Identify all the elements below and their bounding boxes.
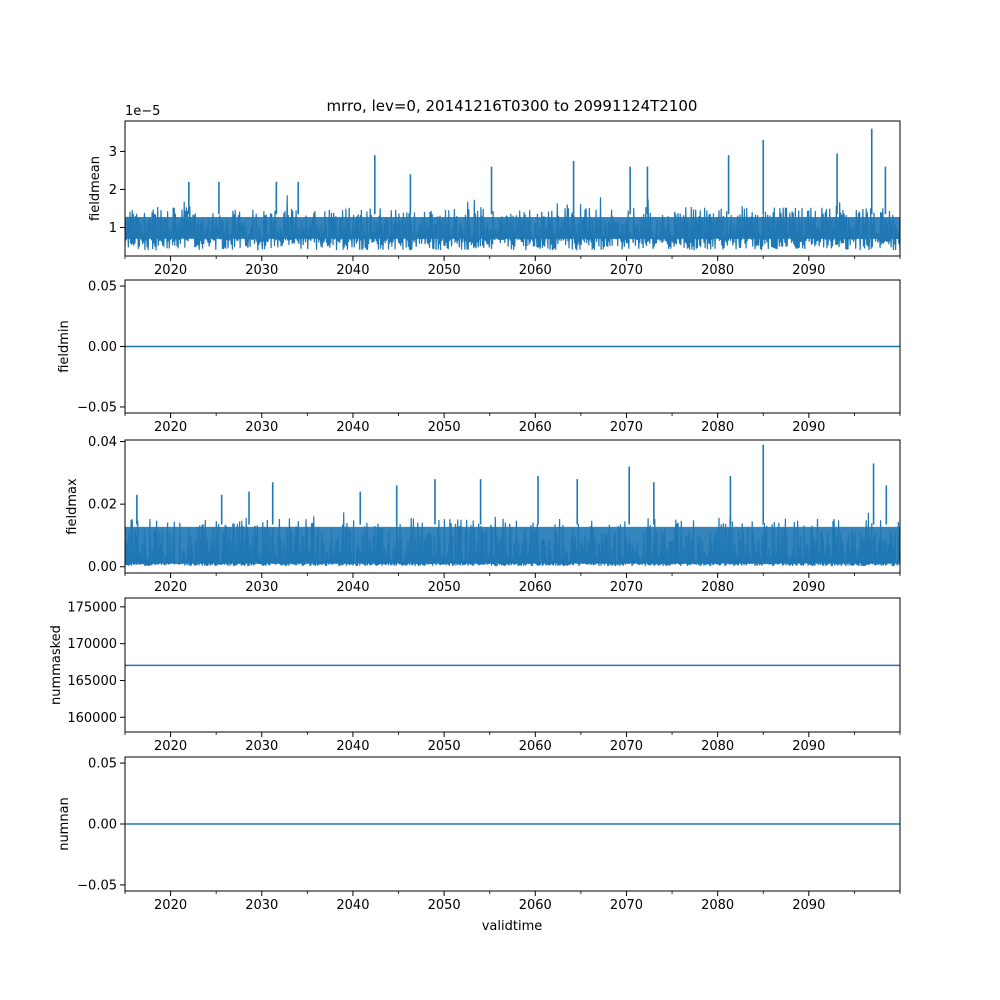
x-tick-label: 2020	[154, 898, 187, 913]
x-tick-label: 2090	[792, 898, 825, 913]
x-tick-label: 2030	[245, 898, 278, 913]
axes-frame	[124, 597, 901, 733]
x-tick-label: 2040	[336, 420, 369, 435]
x-tick-label: 2030	[245, 580, 278, 595]
x-tick-label: 2040	[336, 263, 369, 278]
x-tick-label: 2040	[336, 580, 369, 595]
x-tick-label: 2070	[610, 898, 643, 913]
series-band	[125, 217, 900, 239]
y-tick-label: 1	[109, 221, 117, 236]
x-tick-label: 2070	[610, 739, 643, 754]
y-axis-title: fieldmin	[57, 320, 72, 373]
x-tick-label: 2090	[792, 263, 825, 278]
x-tick-label: 2080	[701, 263, 734, 278]
y-tick-label: 0.05	[88, 280, 117, 295]
x-tick-label: 2020	[154, 420, 187, 435]
x-tick-label: 2030	[245, 420, 278, 435]
x-tick-label: 2080	[701, 420, 734, 435]
y-tick-label: 0.00	[88, 560, 117, 575]
y-axis-title: numnan	[57, 797, 72, 851]
x-tick-label: 2020	[154, 580, 187, 595]
y-axis-title: fieldmean	[88, 156, 103, 221]
x-tick-label: 2090	[792, 420, 825, 435]
x-tick-label: 2060	[519, 898, 552, 913]
x-tick-label: 2020	[154, 739, 187, 754]
y-tick-label: 2	[109, 183, 117, 198]
y-tick-label: 3	[109, 145, 117, 160]
y-tick-label: −0.05	[77, 878, 117, 893]
axes-frame	[124, 120, 901, 257]
x-tick-label: 2040	[336, 739, 369, 754]
x-tick-label: 2050	[428, 580, 461, 595]
subplot-fieldmin: 2020 2030 2040 2050 2060 2070 2080 2090 −0.05 0.0…	[57, 279, 901, 435]
y-tick-label: 160000	[67, 711, 117, 726]
y-axis-title: fieldmax	[65, 478, 80, 535]
axes-frame	[124, 439, 901, 574]
y-tick-label: 170000	[67, 637, 117, 652]
subplot-nummasked: 2020 2030 2040 2050 2060 2070 2080 2090 160000 16…	[49, 597, 901, 754]
y-tick-label: 0.00	[88, 340, 117, 355]
y-tick-label: −0.05	[77, 400, 117, 415]
y-tick-label: 0.00	[88, 818, 117, 833]
x-tick-label: 2050	[428, 898, 461, 913]
x-tick-label: 2070	[610, 263, 643, 278]
x-tick-label: 2040	[336, 898, 369, 913]
x-tick-label: 2060	[519, 739, 552, 754]
y-offset-text: 1e−5	[125, 104, 160, 119]
x-tick-label: 2050	[428, 420, 461, 435]
x-tick-label: 2030	[245, 739, 278, 754]
x-tick-label: 2080	[701, 898, 734, 913]
x-tick-label: 2060	[519, 420, 552, 435]
y-tick-label: 165000	[67, 674, 117, 689]
subplot-fieldmean: 2020 2030 2040 2050 2060 2070 2080 2090 1 2 3 1e−5 f…	[88, 104, 901, 278]
x-tick-label: 2060	[519, 263, 552, 278]
x-tick-label: 2050	[428, 263, 461, 278]
x-tick-label: 2070	[610, 420, 643, 435]
y-tick-label: 0.02	[88, 498, 117, 513]
x-tick-label: 2080	[701, 739, 734, 754]
y-tick-label: 0.04	[88, 435, 117, 450]
subplot-numnan: 2020 2030 2040 2050 2060 2070 2080 2090 −0.05 0.0…	[57, 756, 901, 913]
x-axis-title: validtime	[482, 919, 543, 934]
x-tick-label: 2050	[428, 739, 461, 754]
chart-title: mrro, lev=0, 20141216T0300 to 20991124T2…	[327, 97, 698, 115]
subplot-fieldmax: 2020 2030 2040 2050 2060 2070 2080 2090 0.00 0.02…	[65, 435, 901, 595]
x-tick-label: 2090	[792, 580, 825, 595]
subplots: 2020 2030 2040 2050 2060 2070 2080 2090 1 2 3 1e−5 f…	[49, 104, 901, 913]
x-tick-label: 2030	[245, 263, 278, 278]
y-tick-label: 0.05	[88, 757, 117, 772]
x-tick-label: 2080	[701, 580, 734, 595]
x-tick-label: 2060	[519, 580, 552, 595]
y-tick-label: 175000	[67, 600, 117, 615]
x-tick-label: 2070	[610, 580, 643, 595]
x-tick-label: 2090	[792, 739, 825, 754]
series-band	[125, 526, 900, 564]
y-axis-title: nummasked	[49, 625, 64, 705]
x-tick-label: 2020	[154, 263, 187, 278]
